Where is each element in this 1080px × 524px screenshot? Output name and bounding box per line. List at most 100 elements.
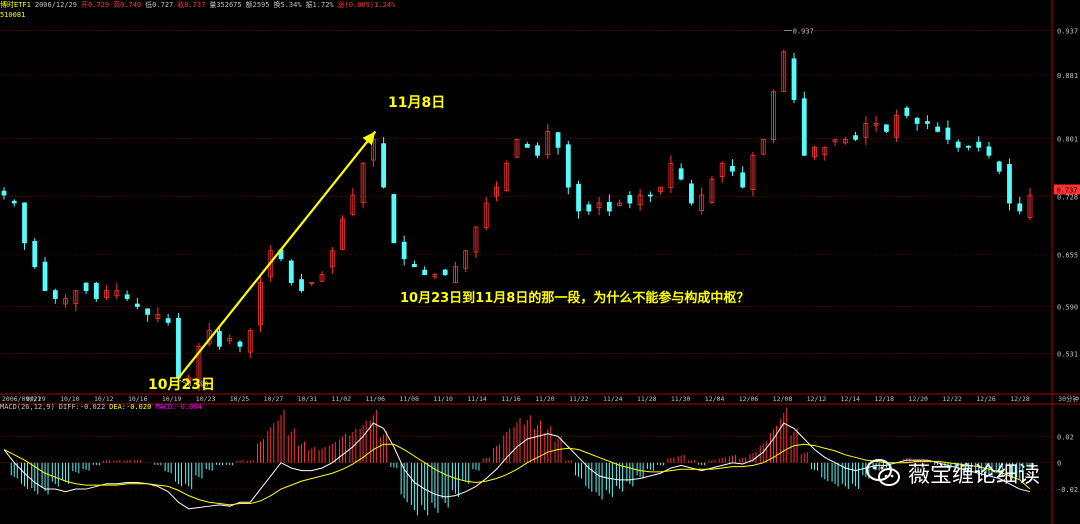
candle-body bbox=[576, 183, 581, 212]
candle-body bbox=[340, 218, 345, 250]
candle-body bbox=[401, 241, 407, 260]
quote-high: 高0.740 bbox=[113, 1, 142, 9]
macd-diff: DIFF:-0.022 bbox=[58, 403, 106, 411]
macd-label: MACD(26,12,9) bbox=[0, 403, 55, 411]
date-tick-label: 10/19 bbox=[162, 395, 182, 403]
candle-body bbox=[822, 146, 828, 156]
candle-body bbox=[750, 154, 756, 190]
date-tick-label: 12/12 bbox=[807, 395, 827, 403]
date-tick-label: 12/28 bbox=[1010, 395, 1030, 403]
date-tick-label: 11/02 bbox=[332, 395, 352, 403]
date-tick-label: 11/24 bbox=[603, 395, 623, 403]
candle-body bbox=[104, 290, 109, 299]
quote-open: 开0.729 bbox=[81, 1, 110, 9]
watermark-text: 薇宝缠论细读 bbox=[907, 463, 1040, 488]
candle-body bbox=[329, 250, 335, 268]
candle-body bbox=[925, 121, 930, 124]
date-tick-label: 10/23 bbox=[196, 395, 216, 403]
date-tick-label: 12/04 bbox=[705, 395, 725, 403]
candle-body bbox=[647, 194, 653, 197]
low-marker-label: 0.498 bbox=[187, 381, 208, 389]
security-name: 博时ETF1 bbox=[0, 1, 31, 9]
candle-body bbox=[914, 117, 920, 124]
candle-body bbox=[63, 298, 68, 305]
date-tick-label: 12/20 bbox=[908, 395, 928, 403]
candle-body bbox=[617, 202, 622, 207]
price-tick-label: 0.881 bbox=[1057, 72, 1078, 80]
dea-line bbox=[3, 443, 1031, 506]
candle-body bbox=[73, 290, 79, 305]
candle-body bbox=[11, 200, 17, 204]
candle-body bbox=[288, 260, 294, 283]
candle-body bbox=[801, 98, 807, 156]
candle-body bbox=[319, 274, 325, 282]
candle-body bbox=[1, 190, 7, 196]
date-tick-label: 10/25 bbox=[230, 395, 250, 403]
price-tick-label: 0.655 bbox=[1057, 252, 1078, 260]
candle-body bbox=[709, 178, 715, 203]
candle-body bbox=[565, 144, 571, 188]
candle-body bbox=[381, 143, 387, 188]
candle-body bbox=[524, 143, 530, 148]
candle-body bbox=[853, 135, 858, 140]
candle-body bbox=[842, 138, 848, 144]
candle-body bbox=[32, 240, 38, 268]
quote-change: 涨(0.009)1.24% bbox=[337, 1, 396, 9]
candle-body bbox=[186, 377, 192, 383]
candle-body bbox=[760, 138, 766, 155]
wechat-icon bbox=[865, 459, 900, 486]
candle-body bbox=[596, 202, 602, 209]
candle-body bbox=[658, 186, 664, 192]
candle-body bbox=[699, 194, 705, 212]
candle-body bbox=[668, 162, 674, 189]
candle-body bbox=[42, 261, 48, 291]
candle-body bbox=[976, 141, 982, 148]
date-tick-label: 12/22 bbox=[942, 395, 962, 403]
annotation-nov8: 11月8日 bbox=[388, 95, 446, 111]
candle-body bbox=[535, 145, 540, 156]
candle-body bbox=[637, 194, 643, 206]
date-tick-label: 12/08 bbox=[773, 395, 793, 403]
candle-body bbox=[442, 269, 448, 276]
date-tick-label: 11/16 bbox=[501, 395, 521, 403]
candle-body bbox=[22, 202, 27, 244]
date-tick-label: 11/14 bbox=[467, 395, 487, 403]
candle-body bbox=[955, 141, 961, 148]
candle-body bbox=[935, 126, 941, 132]
candle-body bbox=[904, 107, 910, 116]
candle-body bbox=[586, 204, 592, 212]
candle-body bbox=[719, 162, 725, 178]
candle-body bbox=[453, 266, 458, 283]
candle-body bbox=[812, 146, 817, 158]
candle-body bbox=[545, 131, 551, 156]
candle-body bbox=[771, 91, 776, 141]
candle-body bbox=[309, 282, 315, 284]
quote-amplitude: 振1.72% bbox=[305, 1, 334, 9]
date-tick-label: 10/27 bbox=[264, 395, 284, 403]
macd-tick-label: -0.02 bbox=[1057, 486, 1078, 494]
date-tick-label: 12/18 bbox=[874, 395, 894, 403]
date-tick-label: 12/14 bbox=[841, 395, 861, 403]
candle-body bbox=[627, 195, 633, 204]
candle-body bbox=[227, 337, 233, 342]
candle-body bbox=[730, 165, 735, 172]
quote-date: 2006/12/29 bbox=[34, 1, 78, 9]
candle-body bbox=[894, 115, 900, 138]
candle-body bbox=[217, 330, 222, 347]
candle-body bbox=[1017, 203, 1023, 212]
candle-body bbox=[986, 146, 992, 156]
macd-tick-label: 0.02 bbox=[1057, 433, 1074, 441]
candle-body bbox=[945, 127, 951, 140]
date-tick-label: 11/20 bbox=[535, 395, 555, 403]
date-axis-unit: 30分钟 bbox=[1058, 394, 1079, 403]
candle-body bbox=[124, 294, 130, 299]
candle-body bbox=[791, 58, 797, 100]
candle-body bbox=[873, 123, 879, 126]
date-tick-label: 12/06 bbox=[739, 395, 759, 403]
candle-body bbox=[432, 274, 438, 278]
date-tick-label: 10/31 bbox=[298, 395, 318, 403]
quote-turnover: 换5.34% bbox=[273, 1, 302, 9]
date-tick-label: 11/30 bbox=[671, 395, 691, 403]
date-tick-label: 11/06 bbox=[365, 395, 385, 403]
